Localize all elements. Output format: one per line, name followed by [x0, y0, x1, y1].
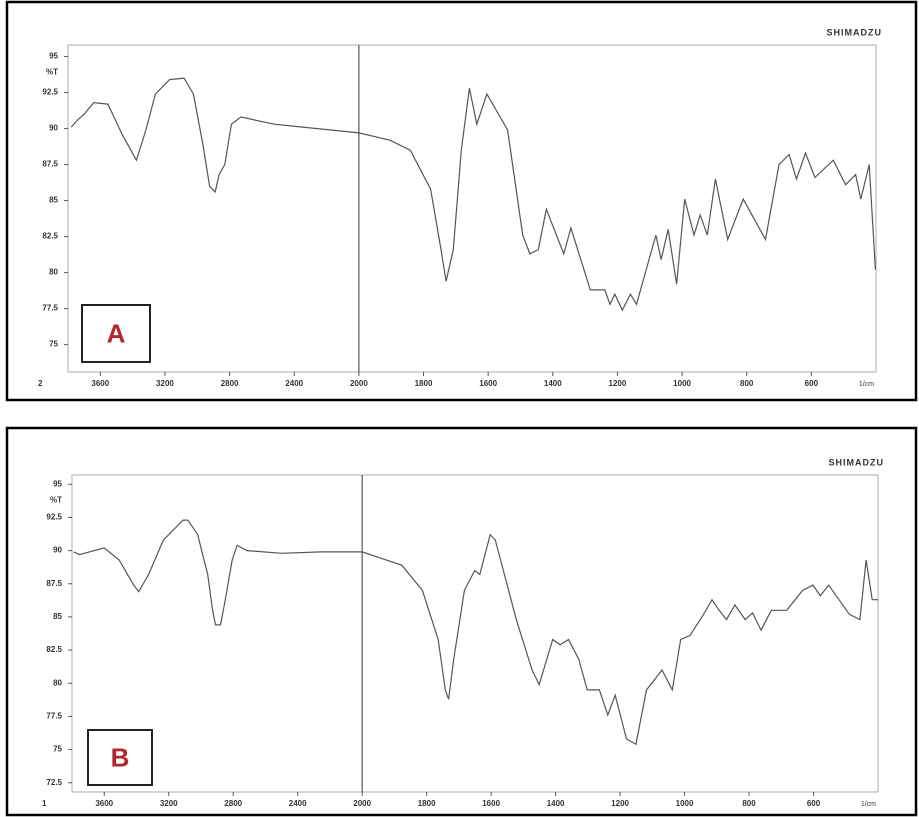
x-tick-label: 2800: [224, 799, 242, 808]
panel-frame: [5, 0, 918, 402]
y-tick-label: 82.5: [42, 232, 58, 241]
y-axis-label: %T: [46, 68, 58, 77]
x-tick-label: 1000: [676, 799, 694, 808]
x-tick-label: 600: [807, 799, 821, 808]
x-tick-label: 1200: [611, 799, 629, 808]
panel-frame: [5, 426, 918, 817]
label-box: [87, 729, 153, 786]
x-tick-label: 1000: [673, 379, 691, 388]
y-tick-label: 90: [49, 124, 58, 133]
x-tick-label: 1200: [609, 379, 627, 388]
y-tick-label: 77.5: [46, 712, 62, 721]
label-box: [81, 304, 151, 363]
y-tick-label: 80: [49, 268, 58, 277]
x-tick-label: 600: [805, 379, 819, 388]
y-tick-label: 90: [53, 546, 62, 555]
x-tick-label: 1600: [479, 379, 497, 388]
x-tick-label: 1800: [418, 799, 436, 808]
panel-label: A: [107, 318, 126, 348]
x-axis-label: 1/cm: [859, 381, 874, 388]
x-tick-label: 800: [740, 379, 754, 388]
corner-label: 2: [38, 379, 43, 388]
x-tick-label: 3600: [91, 379, 109, 388]
spectrum-line: [73, 519, 878, 746]
y-tick-label: 72.5: [46, 778, 62, 787]
y-tick-label: 95: [53, 479, 62, 488]
x-tick-label: 1400: [544, 379, 562, 388]
brand: SHIMADZU: [829, 457, 885, 467]
y-tick-label: 85: [53, 612, 62, 621]
y-tick-label: 82.5: [46, 645, 62, 654]
plot-frame: [67, 44, 877, 373]
y-tick-label: 80: [53, 678, 62, 687]
panel-label: B: [111, 742, 130, 772]
x-tick-label: 3200: [160, 799, 178, 808]
y-tick-label: 87.5: [46, 579, 62, 588]
y-tick-label: 92.5: [46, 513, 62, 522]
x-tick-label: 2800: [221, 379, 239, 388]
y-tick-label: 75: [49, 340, 58, 349]
corner-label: 1: [42, 799, 47, 808]
x-tick-label: 1600: [482, 799, 500, 808]
x-tick-label: 3200: [156, 379, 174, 388]
x-tick-label: 2400: [285, 379, 303, 388]
x-tick-label: 2000: [353, 799, 371, 808]
x-tick-label: 1800: [415, 379, 433, 388]
x-tick-label: 1400: [547, 799, 565, 808]
y-tick-label: 77.5: [42, 304, 58, 313]
y-tick-label: 85: [49, 196, 58, 205]
y-tick-label: 95: [49, 52, 58, 61]
y-tick-label: 92.5: [42, 88, 58, 97]
plot-frame: [71, 474, 879, 793]
spectrum-line: [70, 77, 876, 312]
x-tick-label: 800: [742, 799, 756, 808]
brand: SHIMADZU: [827, 27, 883, 37]
x-tick-label: 2400: [289, 799, 307, 808]
y-tick-label: 75: [53, 745, 62, 754]
x-axis-label: 1/cm: [861, 801, 876, 808]
y-tick-label: 87.5: [42, 160, 58, 169]
y-axis-label: %T: [50, 495, 62, 504]
x-tick-label: 3600: [95, 799, 113, 808]
x-tick-label: 2000: [350, 379, 368, 388]
